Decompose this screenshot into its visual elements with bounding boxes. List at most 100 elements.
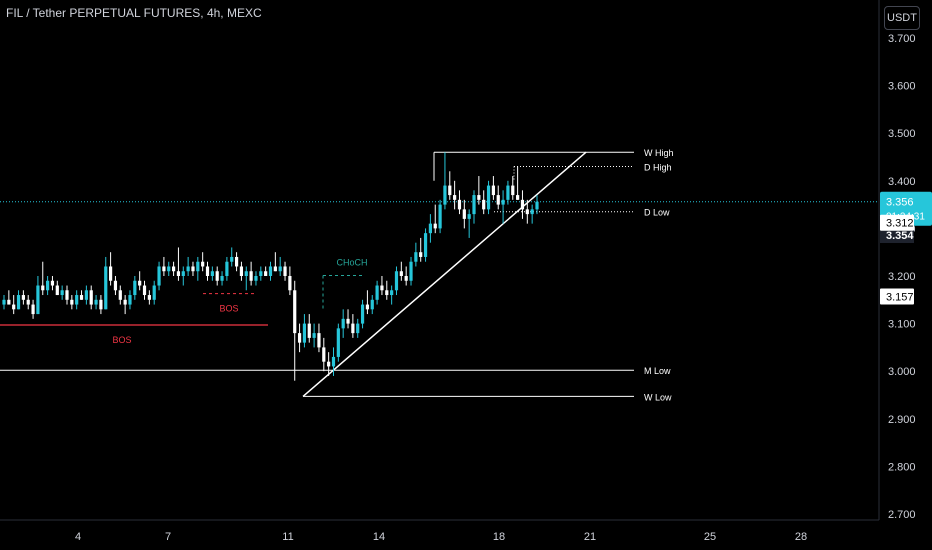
- x-tick-label: 18: [493, 531, 505, 543]
- level-label: W High: [644, 148, 674, 158]
- candle-body: [99, 299, 103, 310]
- y-tick-label: 2.700: [888, 509, 916, 521]
- price-label-box: [880, 228, 914, 243]
- y-tick-label: 3.500: [888, 128, 916, 140]
- candle-body: [341, 318, 345, 329]
- candle-body: [380, 285, 384, 291]
- y-tick-label: 3.100: [888, 319, 916, 331]
- candle-body: [433, 223, 437, 229]
- candle-body: [477, 195, 481, 200]
- candle-body: [215, 271, 219, 281]
- level-label: D High: [644, 163, 672, 173]
- candle-body: [118, 290, 122, 300]
- candle-body: [520, 199, 525, 210]
- candle-body: [414, 252, 418, 262]
- candle-body: [506, 185, 510, 200]
- candle-body: [356, 323, 360, 334]
- candle-body: [31, 304, 35, 315]
- candle-body: [448, 185, 452, 196]
- level-label: D Low: [644, 208, 670, 218]
- candle-body: [94, 299, 98, 305]
- candle-body: [254, 276, 258, 281]
- candle-body: [181, 271, 185, 276]
- candle-body: [264, 271, 268, 276]
- x-tick-label: 11: [282, 531, 293, 543]
- candle-body: [70, 299, 74, 305]
- candle-body: [55, 285, 59, 296]
- y-tick-label: 3.000: [888, 366, 916, 378]
- candle-body: [307, 323, 311, 338]
- candle-body: [399, 271, 403, 276]
- candle-body: [113, 280, 118, 291]
- candle-body: [346, 318, 350, 324]
- candle-body: [36, 285, 40, 315]
- candle-body: [375, 285, 379, 300]
- x-tick-label: 21: [584, 531, 596, 543]
- price-label: 3.354: [886, 230, 914, 242]
- candle-body: [230, 256, 234, 262]
- candle-body: [453, 195, 457, 200]
- candle-body: [390, 290, 394, 296]
- candle-body: [462, 209, 466, 219]
- candle-body: [394, 271, 399, 291]
- candle-body: [327, 361, 331, 367]
- y-tick-label: 3.700: [888, 33, 916, 45]
- candle-body: [196, 261, 200, 272]
- candle-body: [89, 290, 93, 305]
- candle-body: [239, 266, 244, 276]
- candle-body: [171, 266, 176, 272]
- chart-title: FIL / Tether PERPETUAL FUTURES, 4h, MEXC: [6, 6, 262, 20]
- candle-body: [12, 304, 16, 310]
- current-price-label: 3.356: [886, 197, 914, 209]
- candle-body: [142, 285, 147, 296]
- candle-body: [138, 280, 142, 286]
- candle-body: [482, 199, 486, 210]
- candle-body: [278, 266, 282, 272]
- candle-body: [109, 266, 113, 281]
- level-label: W Low: [644, 392, 672, 402]
- candle-body: [191, 266, 195, 272]
- currency-button[interactable]: USDT: [884, 6, 920, 30]
- candle-body: [176, 271, 181, 276]
- y-tick-label: 3.600: [888, 81, 916, 93]
- candle-body: [7, 299, 11, 305]
- candle-body: [249, 271, 253, 281]
- candle-body: [322, 347, 326, 362]
- candle-body: [360, 304, 365, 324]
- candle-body: [428, 223, 432, 234]
- candle-body: [317, 333, 321, 348]
- candle-body: [167, 266, 171, 272]
- candle-body: [336, 328, 340, 357]
- price-label-box: [880, 214, 914, 231]
- y-tick-label: 3.200: [888, 271, 916, 283]
- candle-body: [79, 295, 84, 300]
- candle-body: [501, 199, 505, 205]
- candle-body: [162, 266, 166, 272]
- candle-body: [409, 261, 413, 281]
- candle-body: [312, 333, 316, 338]
- candle-body: [123, 299, 127, 305]
- trendline: [302, 151, 587, 397]
- candle-body: [65, 290, 69, 300]
- price-label: 3.312: [886, 218, 914, 230]
- level-label: M Low: [644, 366, 671, 376]
- x-tick-label: 7: [165, 531, 171, 543]
- candle-body: [385, 290, 389, 296]
- candle-body: [201, 261, 205, 267]
- candle-body: [225, 261, 229, 276]
- candle-body: [525, 209, 529, 215]
- candle-body: [472, 195, 476, 215]
- candle-body: [516, 195, 520, 200]
- candle-body: [423, 233, 428, 257]
- y-tick-label: 2.900: [888, 414, 916, 426]
- bos-label: BOS: [112, 335, 131, 345]
- price-label-box: [880, 288, 914, 305]
- candle-body: [283, 266, 287, 276]
- candle-body: [443, 185, 447, 205]
- x-tick-label: 25: [704, 531, 716, 543]
- candle-body: [331, 356, 336, 367]
- candle-body: [50, 280, 55, 286]
- candle-body: [293, 290, 297, 334]
- candle-body: [186, 266, 190, 272]
